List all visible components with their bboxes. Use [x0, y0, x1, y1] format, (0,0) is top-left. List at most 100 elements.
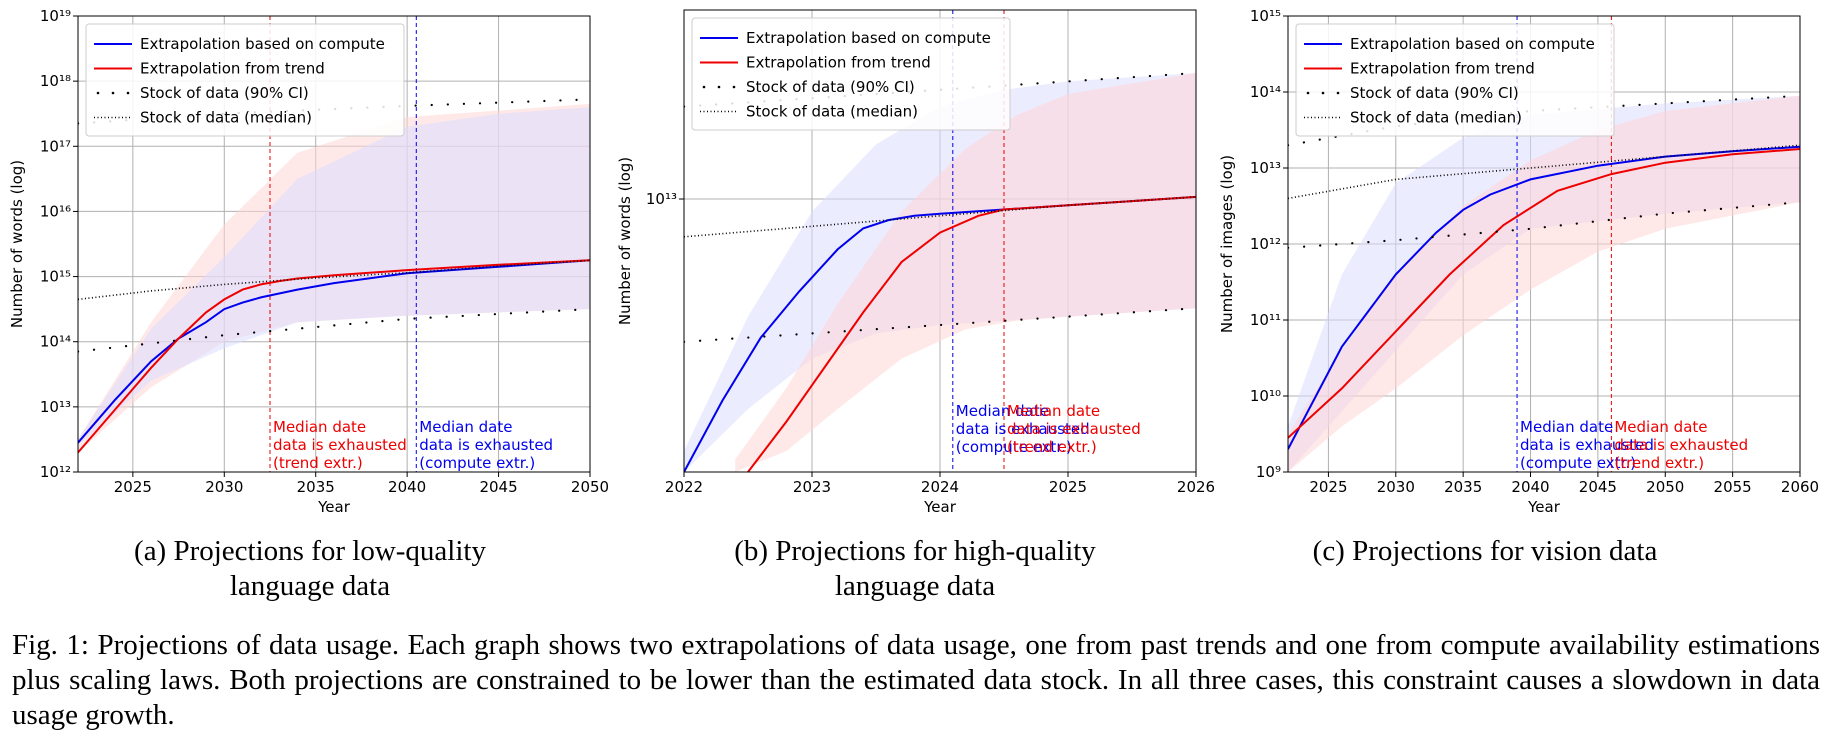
legend-dot-swatch	[717, 85, 721, 89]
chart-a: 2025 2030 2035 2040 2045 2050 Year 10¹² 10¹³ 10¹⁴…	[8, 7, 609, 516]
subcaption-b-line1: (b) Projections for high-quality	[734, 535, 1096, 567]
x-tick-label: 2050	[1646, 478, 1684, 496]
chart-c: 2025 2030 2035 2040 2045 2050 2055 2060 Year 10⁹ 1…	[1218, 7, 1819, 516]
exhaustion-annotation: (compute extr.)	[956, 438, 1072, 456]
legend-dot-swatch	[1306, 91, 1310, 95]
y-tick-label: 10¹¹	[1250, 311, 1281, 329]
legend: Extrapolation based on compute Extrapolat…	[85, 23, 405, 137]
figure-caption: Fig. 1: Projections of data usage. Each …	[12, 628, 1820, 733]
exhaustion-annotation: (compute extr.)	[1520, 454, 1636, 472]
legend-label: Extrapolation based on compute	[140, 35, 385, 53]
x-tick-label: 2024	[921, 478, 959, 496]
subcaption-a-line1: (a) Projections for low-quality	[134, 535, 486, 567]
exhaustion-annotation: data is exhausted	[273, 436, 407, 454]
y-tick-label: 10¹⁴	[1250, 83, 1281, 101]
legend-box	[1295, 23, 1615, 137]
y-axis-label: Number of words (log)	[8, 160, 26, 328]
uncertainty-band	[78, 107, 590, 446]
subcaption-b-line2: language data	[834, 570, 996, 602]
legend-dot-swatch	[732, 85, 736, 89]
y-tick-label: 10¹⁴	[40, 333, 71, 351]
y-tick-label: 10¹⁰	[1250, 387, 1281, 405]
y-tick-label: 10¹⁵	[1250, 7, 1281, 25]
subcaption-a: (a) Projections for low-quality language…	[60, 534, 560, 604]
y-tick-label: 10¹³	[646, 190, 677, 208]
legend-label: Extrapolation from trend	[140, 60, 325, 78]
x-tick-label: 2040	[1511, 478, 1549, 496]
legend: Extrapolation based on compute Extrapolat…	[1295, 23, 1615, 137]
chart-b: 2022 2023 2024 2025 2026 Year 10¹³ Number of wo…	[616, 9, 1215, 516]
legend-dot-swatch	[1321, 91, 1325, 95]
plot-area	[78, 16, 590, 472]
exhaustion-annotation: (trend extr.)	[273, 454, 363, 472]
exhaustion-annotation: Median date	[1520, 418, 1613, 436]
legend-label: Extrapolation based on compute	[1350, 35, 1595, 53]
x-tick-label: 2040	[388, 478, 426, 496]
y-tick-label: 10¹⁸	[40, 72, 71, 90]
legend-label: Extrapolation based on compute	[746, 29, 991, 47]
exhaustion-annotation: (compute extr.)	[419, 454, 535, 472]
x-axis-label: Year	[923, 498, 957, 516]
legend-dot-swatch	[702, 85, 706, 89]
uncertainty-band	[1288, 95, 1800, 472]
exhaustion-annotation: Median date	[1614, 418, 1707, 436]
y-tick-label: 10¹²	[40, 463, 71, 481]
x-tick-label: 2035	[1444, 478, 1482, 496]
trend-series	[1288, 148, 1800, 439]
x-tick-label: 2025	[114, 478, 152, 496]
subcaption-b: (b) Projections for high-quality languag…	[665, 534, 1165, 604]
legend-label: Stock of data (median)	[746, 103, 918, 121]
exhaustion-annotation: Median date	[273, 418, 366, 436]
exhaustion-annotation: data is exhausted	[1520, 436, 1654, 454]
x-tick-label: 2030	[1377, 478, 1415, 496]
x-tick-label: 2045	[479, 478, 517, 496]
x-tick-label: 2030	[205, 478, 243, 496]
y-tick-label: 10¹³	[1250, 159, 1281, 177]
legend-dot-swatch	[96, 91, 100, 95]
legend-label: Stock of data (90% CI)	[140, 84, 309, 102]
legend-label: Stock of data (90% CI)	[746, 78, 915, 96]
legend-label: Extrapolation from trend	[746, 54, 931, 72]
legend-label: Stock of data (90% CI)	[1350, 84, 1519, 102]
subcaption-c-line1: (c) Projections for vision data	[1312, 535, 1658, 567]
x-axis-label: Year	[1527, 498, 1561, 516]
trend-series	[78, 259, 590, 454]
x-tick-label: 2045	[1579, 478, 1617, 496]
legend-label: Stock of data (median)	[140, 109, 312, 127]
stock-median-series	[78, 259, 590, 301]
y-tick-label: 10¹⁶	[40, 202, 71, 220]
x-tick-label: 2050	[571, 478, 609, 496]
caption-text: Projections of data usage. Each graph sh…	[12, 629, 1821, 731]
y-tick-label: 10¹²	[1250, 235, 1281, 253]
x-tick-label: 2026	[1177, 478, 1215, 496]
y-tick-label: 10⁹	[1256, 463, 1281, 481]
exhaustion-annotation: data is exhausted	[956, 420, 1090, 438]
y-tick-label: 10¹⁵	[40, 268, 71, 286]
legend-dot-swatch	[111, 91, 115, 95]
x-axis-label: Year	[317, 498, 351, 516]
legend-label: Extrapolation from trend	[1350, 60, 1535, 78]
x-tick-label: 2055	[1714, 478, 1752, 496]
exhaustion-annotation: Median date	[956, 402, 1049, 420]
legend: Extrapolation based on compute Extrapolat…	[691, 17, 1011, 131]
x-tick-label: 2035	[297, 478, 335, 496]
legend-dot-swatch	[126, 91, 130, 95]
subcaption-c: (c) Projections for vision data	[1235, 534, 1735, 569]
exhaustion-annotation: (trend extr.)	[1614, 454, 1704, 472]
y-tick-label: 10¹⁹	[40, 7, 71, 25]
plot-area	[1288, 16, 1800, 472]
x-tick-label: 2025	[1309, 478, 1347, 496]
subcaption-a-line2: language data	[229, 570, 391, 602]
legend-label: Stock of data (median)	[1350, 109, 1522, 127]
caption-label: Fig. 1:	[12, 629, 89, 661]
y-tick-label: 10¹³	[40, 398, 71, 416]
uncertainty-band	[735, 73, 1196, 472]
x-tick-label: 2023	[793, 478, 831, 496]
stock-ci-series	[684, 307, 1196, 343]
exhaustion-annotation: Median date	[1007, 402, 1100, 420]
figure-canvas: 2025 2030 2035 2040 2045 2050 Year 10¹² 10¹³ 10¹⁴…	[8, 7, 1819, 516]
y-axis-label: Number of images (log)	[1218, 155, 1236, 333]
compute-series	[1288, 145, 1800, 450]
y-tick-label: 10¹⁷	[40, 137, 71, 155]
exhaustion-annotation: data is exhausted	[1007, 420, 1141, 438]
